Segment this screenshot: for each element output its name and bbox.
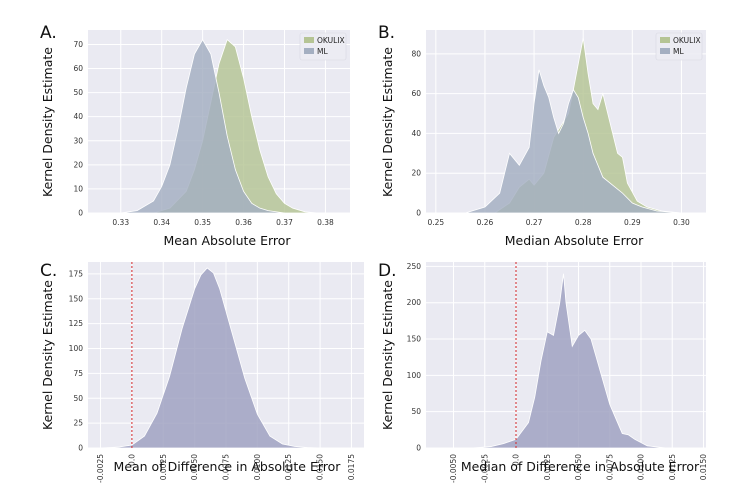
y-tick-label: 150 xyxy=(69,294,84,303)
x-tick-label: 0.36 xyxy=(235,218,252,227)
y-tick-label: 200 xyxy=(407,298,422,307)
density-area-difference xyxy=(100,267,321,449)
legend-swatch-ml xyxy=(660,48,670,54)
x-tick-label: 0.34 xyxy=(153,218,170,227)
x-axis-label: Median of Difference in Absolute Error xyxy=(461,459,700,474)
x-tick-label: 0.0125 xyxy=(284,454,293,480)
x-tick-label: 0.0075 xyxy=(605,454,614,480)
density-area-ml xyxy=(465,69,682,214)
y-tick-label: 0 xyxy=(416,209,421,218)
y-tick-label: 0 xyxy=(78,444,83,453)
y-tick-label: 150 xyxy=(407,335,422,344)
x-tick-label: 0.29 xyxy=(624,218,641,227)
x-axis-label: Median Absolute Error xyxy=(505,233,644,248)
x-tick-label: 0.25 xyxy=(427,218,444,227)
x-tick-label: -0.0025 xyxy=(480,454,489,483)
panel-letter: A. xyxy=(40,23,57,43)
legend-label: ML xyxy=(673,47,684,56)
x-tick-label: 0.0025 xyxy=(543,454,552,480)
panel-b: 0 20 40 60 80 0.25 0.26 0.27 0.28 0.29 0.30 Median … xyxy=(378,23,706,248)
x-tick-label: 0.26 xyxy=(477,218,494,227)
y-tick-label: 100 xyxy=(69,344,84,353)
y-tick-label: 0 xyxy=(78,209,83,218)
x-tick-label: 0.0100 xyxy=(253,454,262,480)
y-tick-label: 50 xyxy=(411,407,421,416)
legend-swatch-okulix xyxy=(660,37,670,43)
legend-swatch-ml xyxy=(304,48,314,54)
x-tick-label: 0.30 xyxy=(673,218,690,227)
y-tick-label: 25 xyxy=(73,419,83,428)
y-tick-label: 100 xyxy=(407,371,422,380)
x-tick-label: 0.38 xyxy=(317,218,334,227)
y-tick-label: 50 xyxy=(73,394,83,403)
y-tick-label: 50 xyxy=(73,88,83,97)
panel-d: 0 50 100 150 200 250 -0.0050 -0.0025 0.0 0.0025 0.… xyxy=(378,261,708,483)
x-tick-label: -0.0025 xyxy=(96,454,105,483)
x-tick-label: -0.0050 xyxy=(449,454,458,483)
x-tick-label: 0.0050 xyxy=(574,454,583,480)
x-tick-label: 0.37 xyxy=(276,218,293,227)
y-tick-label: 75 xyxy=(73,369,83,378)
x-tick-label: 0.0100 xyxy=(637,454,646,480)
legend-label: ML xyxy=(317,47,328,56)
x-tick-label: 0.35 xyxy=(194,218,211,227)
y-tick-label: 0 xyxy=(416,444,421,453)
density-area-difference xyxy=(472,273,667,449)
y-axis-label: Kernel Density Estimate xyxy=(380,280,395,430)
x-tick-label: 0.0025 xyxy=(159,454,168,480)
y-tick-label: 40 xyxy=(411,129,421,138)
x-tick-label: 0.0075 xyxy=(222,454,231,480)
y-tick-label: 175 xyxy=(69,269,84,278)
x-tick-label: 0.0 xyxy=(127,454,136,466)
x-axis-label: Mean of Difference in Absolute Error xyxy=(114,459,342,474)
y-tick-label: 60 xyxy=(411,89,421,98)
panel-letter: D. xyxy=(378,261,397,281)
y-tick-label: 125 xyxy=(69,319,84,328)
y-axis-label: Kernel Density Estimate xyxy=(40,47,55,197)
y-tick-label: 30 xyxy=(73,136,83,145)
y-axis-label: Kernel Density Estimate xyxy=(380,47,395,197)
x-tick-label: 0.0150 xyxy=(699,454,708,480)
y-tick-label: 70 xyxy=(73,40,83,49)
x-tick-label: 0.0150 xyxy=(316,454,325,480)
x-tick-label: 0.0 xyxy=(512,454,521,466)
legend-label: OKULIX xyxy=(673,36,701,45)
panel-c: 0 25 50 75 100 125 150 175 -0.0025 0.0 0.0025 0.005… xyxy=(40,261,364,483)
y-tick-label: 40 xyxy=(73,112,83,121)
x-tick-label: 0.27 xyxy=(526,218,543,227)
panel-a: 0 10 20 30 40 50 60 70 0.33 0.34 0.35 0.36 0.37 0.38 M… xyxy=(40,23,350,248)
legend-label: OKULIX xyxy=(317,36,345,45)
y-tick-label: 20 xyxy=(73,160,83,169)
y-axis-label: Kernel Density Estimate xyxy=(40,280,55,430)
x-tick-label: 0.28 xyxy=(575,218,592,227)
density-area-ml xyxy=(120,38,285,214)
legend-swatch-okulix xyxy=(304,37,314,43)
x-tick-label: 0.0175 xyxy=(347,454,356,480)
panel-letter: B. xyxy=(378,23,395,43)
x-tick-label: 0.33 xyxy=(112,218,129,227)
panel-letter: C. xyxy=(40,261,57,281)
y-tick-label: 10 xyxy=(73,184,83,193)
y-tick-label: 80 xyxy=(411,49,421,58)
x-tick-label: 0.0125 xyxy=(668,454,677,480)
y-tick-label: 250 xyxy=(407,262,422,271)
x-tick-label: 0.0050 xyxy=(190,454,199,480)
y-tick-label: 20 xyxy=(411,169,421,178)
y-tick-label: 60 xyxy=(73,64,83,73)
x-axis-label: Mean Absolute Error xyxy=(163,233,291,248)
